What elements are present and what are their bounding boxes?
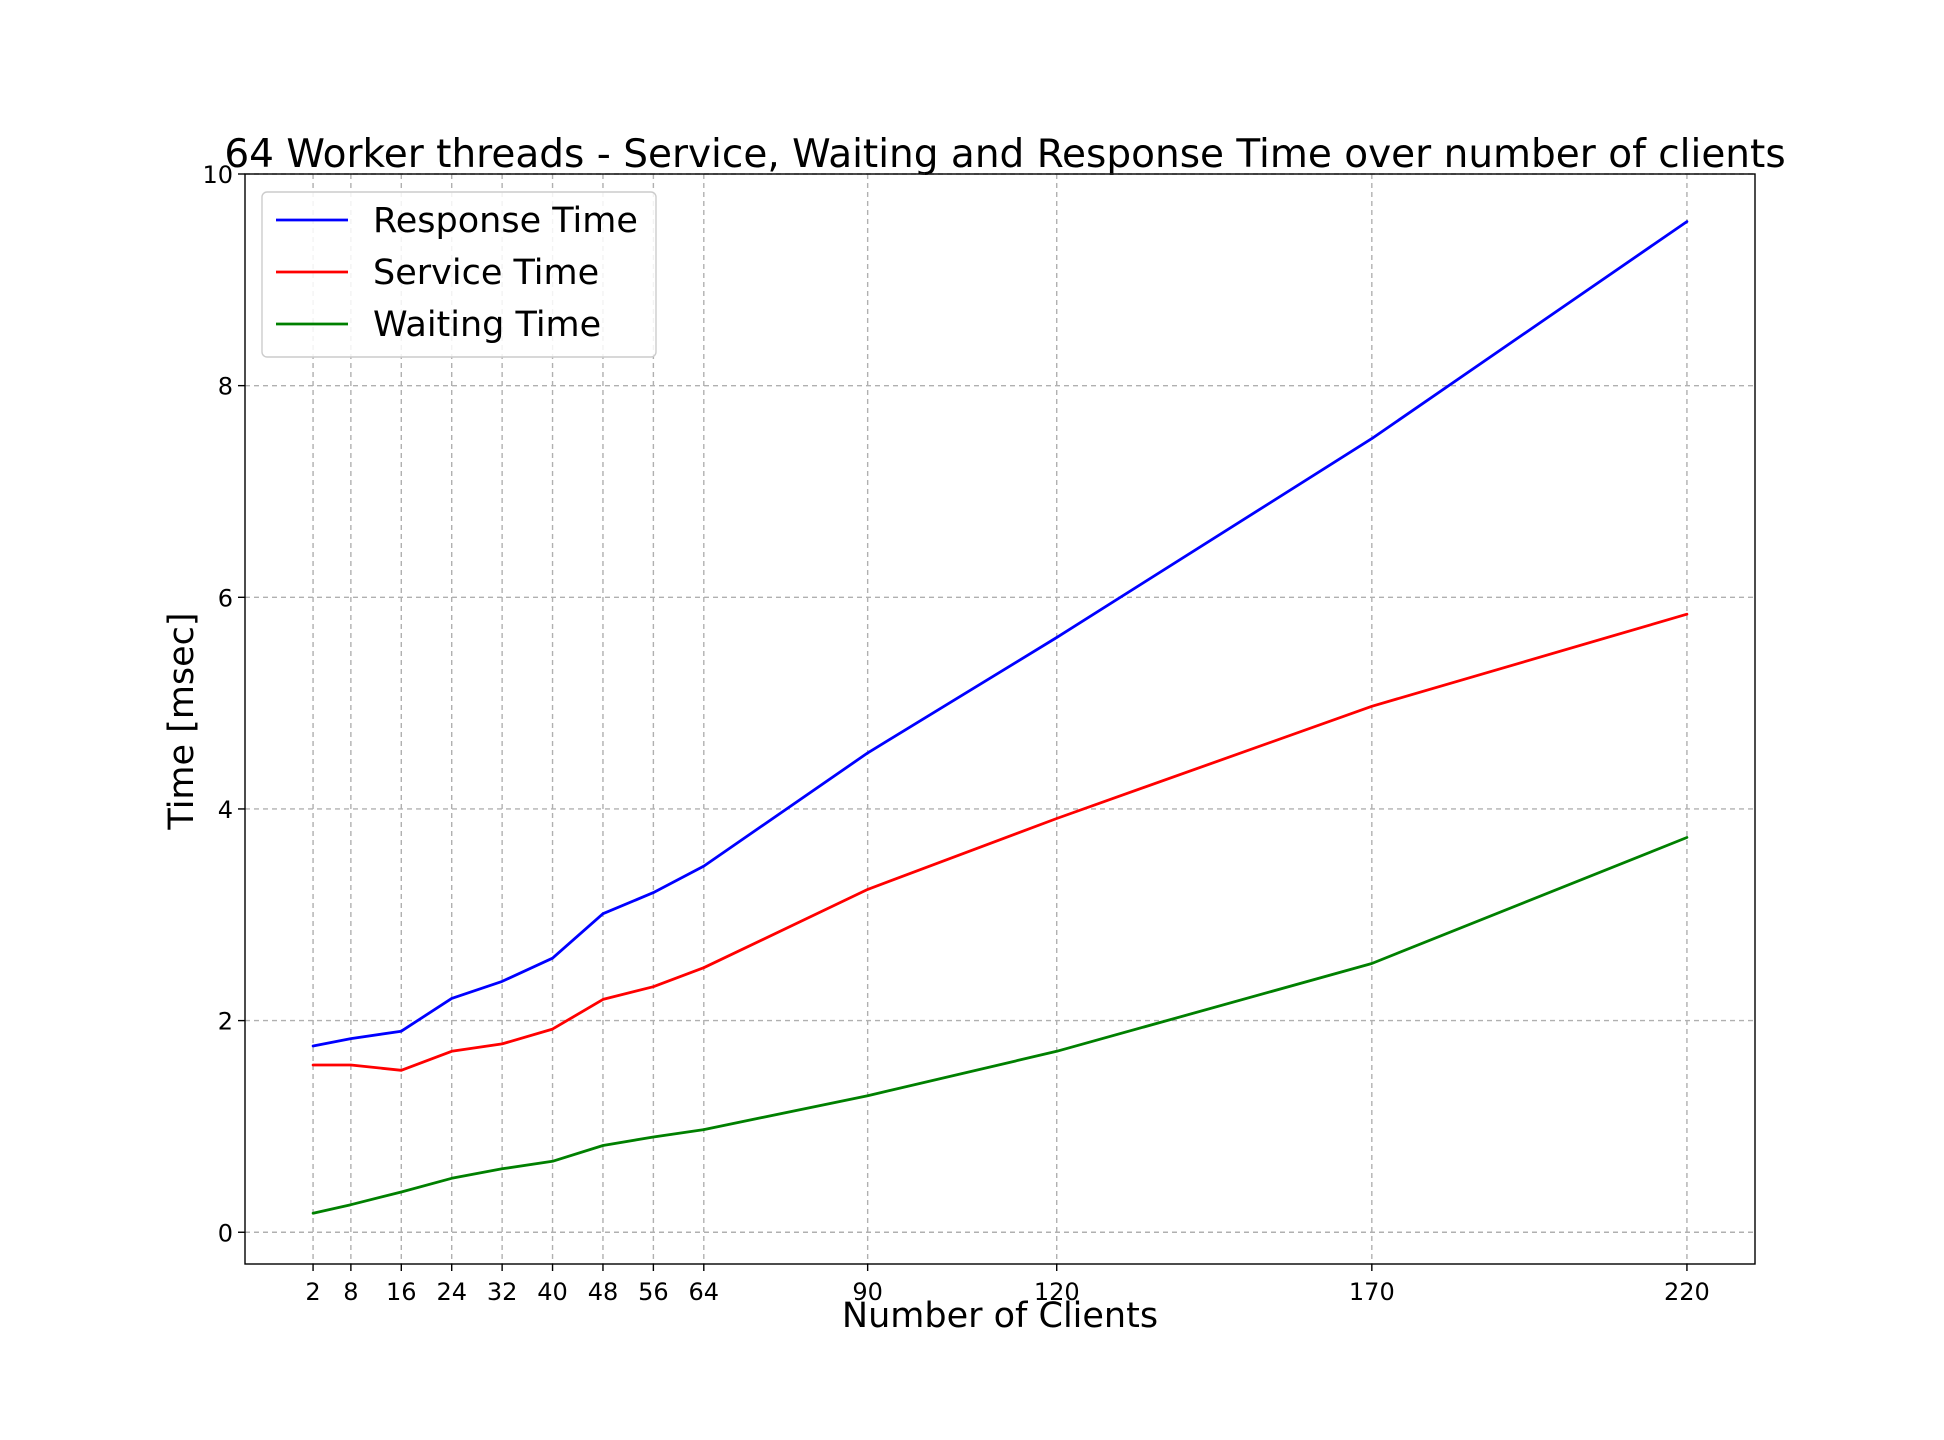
x-tick-label: 48	[588, 1278, 619, 1306]
legend-label-response-time: Response Time	[373, 201, 638, 241]
x-tick-label: 24	[436, 1278, 467, 1306]
x-tick-label: 16	[386, 1278, 417, 1306]
series-line-service-time	[311, 612, 1689, 1072]
series-line-waiting-time	[311, 836, 1689, 1215]
y-tick-label: 0	[218, 1219, 233, 1247]
x-tick-label: 40	[537, 1278, 568, 1306]
x-tick-label: 90	[852, 1278, 883, 1306]
x-tick-label: 170	[1349, 1278, 1395, 1306]
x-tick-label: 32	[487, 1278, 518, 1306]
x-tick-label: 2	[305, 1278, 320, 1306]
legend-items: Response Time Service Time Waiting Time	[276, 201, 638, 345]
legend: Response Time Service Time Waiting Time	[261, 191, 657, 358]
y-tick-label: 8	[218, 373, 233, 401]
x-axis-ticks: 2 8 16 24 32 40 48 56 64 90 120 170 220	[305, 1264, 1710, 1306]
x-tick-label: 64	[689, 1278, 720, 1306]
x-tick-label: 120	[1034, 1278, 1080, 1306]
x-tick-label: 56	[638, 1278, 669, 1306]
y-tick-label: 4	[218, 796, 233, 824]
y-tick-label: 10	[202, 161, 233, 189]
y-axis-ticks: 0 2 4 6 8 10	[202, 161, 245, 1247]
x-tick-label: 8	[343, 1278, 358, 1306]
legend-label-waiting-time: Waiting Time	[373, 305, 601, 345]
y-tick-label: 2	[218, 1008, 233, 1036]
chart-title: 64 Worker threads - Service, Waiting and…	[224, 132, 1785, 177]
y-tick-label: 6	[218, 584, 233, 612]
plot-frame	[244, 173, 1756, 1265]
series-lines	[311, 220, 1689, 1215]
legend-label-service-time: Service Time	[373, 253, 599, 293]
x-axis-label: Number of Clients	[842, 1296, 1158, 1336]
x-tick-label: 220	[1664, 1278, 1710, 1306]
legend-box	[261, 191, 657, 358]
y-axis-label: Time [msec]	[162, 612, 202, 830]
series-line-response-time	[311, 220, 1689, 1048]
